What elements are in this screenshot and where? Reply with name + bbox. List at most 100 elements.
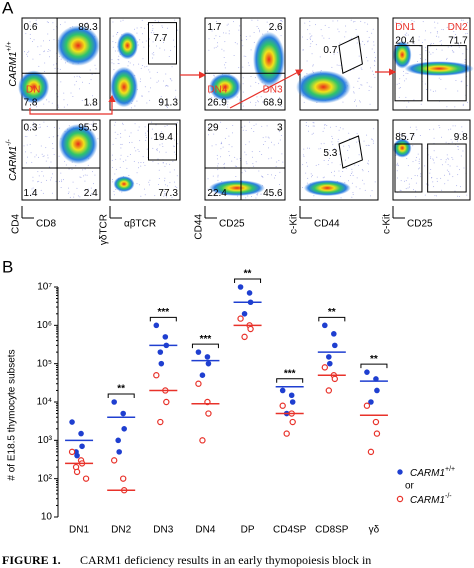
event-dot bbox=[256, 193, 258, 195]
event-dot bbox=[60, 81, 62, 83]
event-dot bbox=[150, 32, 152, 34]
data-point bbox=[121, 425, 127, 432]
event-dot bbox=[94, 174, 96, 176]
event-dot bbox=[30, 194, 32, 196]
event-dot bbox=[405, 78, 407, 80]
legend-swatch bbox=[397, 469, 403, 475]
event-dot bbox=[404, 33, 406, 35]
gate-percent: 22.4 bbox=[207, 188, 227, 199]
event-dot bbox=[27, 156, 29, 158]
event-dot bbox=[368, 85, 370, 87]
event-dot bbox=[446, 106, 448, 108]
event-dot bbox=[169, 182, 171, 184]
event-dot bbox=[466, 101, 468, 103]
event-dot bbox=[446, 169, 448, 171]
data-point bbox=[162, 334, 169, 340]
legend-entry-main: CARM1 bbox=[410, 495, 445, 506]
event-dot bbox=[227, 104, 229, 106]
sig-bracket bbox=[234, 278, 262, 283]
event-dot bbox=[336, 52, 338, 54]
event-dot bbox=[255, 161, 257, 163]
event-dot bbox=[443, 174, 445, 176]
event-dot bbox=[92, 121, 94, 123]
event-dot bbox=[151, 121, 153, 123]
event-dot bbox=[257, 27, 259, 29]
event-dot bbox=[336, 64, 338, 66]
x-axis-label: CD25 bbox=[219, 219, 245, 230]
event-dot bbox=[406, 157, 408, 159]
data-point bbox=[279, 402, 286, 409]
event-dot bbox=[112, 143, 114, 145]
event-dot bbox=[171, 80, 173, 82]
event-dot bbox=[35, 22, 37, 24]
sig-stars: *** bbox=[157, 307, 169, 318]
event-dot bbox=[356, 177, 358, 179]
event-dot bbox=[217, 176, 219, 178]
event-dot bbox=[454, 36, 456, 38]
event-dot bbox=[29, 33, 31, 35]
event-dot bbox=[436, 35, 438, 37]
event-dot bbox=[217, 165, 219, 167]
event-dot bbox=[430, 169, 432, 171]
density-blob bbox=[113, 176, 135, 192]
event-dot bbox=[79, 76, 81, 78]
event-dot bbox=[24, 135, 26, 137]
event-dot bbox=[155, 45, 157, 47]
event-dot bbox=[166, 185, 168, 187]
gate-percent: 77.3 bbox=[158, 188, 178, 199]
y-tick-label: 10⁴ bbox=[37, 397, 52, 408]
event-dot bbox=[145, 40, 147, 42]
event-dot bbox=[278, 159, 280, 161]
event-dot bbox=[324, 124, 326, 126]
event-dot bbox=[242, 77, 244, 79]
density-blob bbox=[117, 31, 138, 60]
event-dot bbox=[89, 102, 91, 104]
event-dot bbox=[446, 57, 448, 59]
event-dot bbox=[407, 34, 409, 36]
event-dot bbox=[59, 68, 61, 70]
event-dot bbox=[37, 171, 39, 173]
event-dot bbox=[435, 90, 437, 92]
event-dot bbox=[224, 137, 226, 139]
data-point bbox=[120, 410, 126, 417]
event-dot bbox=[268, 137, 270, 139]
event-dot bbox=[163, 195, 165, 197]
event-dot bbox=[24, 51, 26, 53]
event-dot bbox=[323, 37, 325, 39]
event-dot bbox=[69, 196, 71, 198]
legend-joiner: or bbox=[405, 481, 415, 492]
data-point bbox=[331, 331, 337, 337]
event-dot bbox=[151, 53, 153, 55]
event-dot bbox=[368, 163, 370, 165]
event-dot bbox=[63, 92, 65, 94]
event-dot bbox=[460, 186, 462, 188]
x-axis-label: CD8 bbox=[36, 219, 56, 230]
event-dot bbox=[338, 31, 340, 33]
event-dot bbox=[236, 96, 238, 98]
sig-bracket bbox=[149, 316, 177, 322]
event-dot bbox=[352, 192, 354, 194]
event-dot bbox=[278, 86, 280, 88]
event-dot bbox=[310, 173, 312, 175]
event-dot bbox=[413, 21, 415, 23]
event-dot bbox=[156, 148, 158, 150]
event-dot bbox=[351, 168, 353, 170]
event-dot bbox=[174, 185, 176, 187]
event-dot bbox=[261, 154, 263, 156]
event-dot bbox=[73, 76, 75, 78]
event-dot bbox=[277, 142, 279, 144]
event-dot bbox=[232, 125, 234, 127]
event-dot bbox=[349, 138, 351, 140]
event-dot bbox=[64, 62, 66, 64]
event-dot bbox=[456, 165, 458, 167]
event-dot bbox=[416, 175, 418, 177]
arrow bbox=[29, 94, 116, 115]
event-dot bbox=[157, 20, 159, 22]
event-dot bbox=[140, 27, 142, 29]
event-dot bbox=[457, 146, 459, 148]
event-dot bbox=[43, 121, 45, 123]
event-dot bbox=[112, 21, 114, 23]
sig-bracket bbox=[276, 378, 304, 383]
event-dot bbox=[440, 43, 442, 45]
event-dot bbox=[270, 141, 272, 143]
